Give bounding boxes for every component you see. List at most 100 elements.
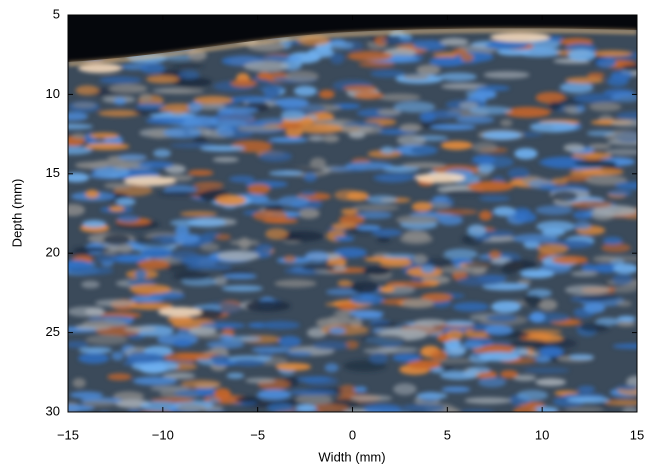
speckle bbox=[265, 228, 289, 240]
speckle bbox=[612, 343, 637, 349]
speckle bbox=[348, 131, 366, 139]
speckle bbox=[324, 41, 354, 50]
speckle bbox=[180, 379, 222, 389]
speckle bbox=[68, 146, 93, 155]
speckle bbox=[440, 140, 473, 150]
speckle bbox=[344, 340, 359, 350]
speckle bbox=[78, 347, 113, 354]
speckle bbox=[278, 335, 302, 348]
speckle bbox=[513, 374, 537, 382]
speckle bbox=[200, 242, 220, 252]
speckle bbox=[438, 326, 468, 333]
speckle bbox=[229, 239, 260, 246]
speckle bbox=[300, 191, 316, 197]
speckle bbox=[251, 199, 282, 205]
speckle bbox=[174, 115, 218, 128]
speckle bbox=[564, 77, 604, 84]
speckle bbox=[413, 421, 431, 430]
speckle bbox=[368, 352, 389, 364]
y-axis-label: Depth (mm) bbox=[9, 179, 24, 248]
speckle bbox=[464, 262, 507, 268]
speckle bbox=[318, 89, 335, 99]
speckle bbox=[283, 255, 297, 263]
speckle bbox=[327, 315, 352, 325]
surface-line bbox=[68, 28, 637, 66]
speckle bbox=[529, 311, 545, 323]
speckle bbox=[282, 415, 326, 422]
speckle bbox=[538, 346, 564, 358]
speckle bbox=[522, 328, 563, 335]
speckle bbox=[352, 204, 400, 212]
speckle bbox=[94, 299, 136, 307]
speckle bbox=[601, 243, 631, 253]
speckle bbox=[267, 402, 294, 412]
speckle bbox=[626, 375, 637, 388]
speckle bbox=[471, 154, 496, 165]
speckle bbox=[68, 123, 94, 130]
speckle bbox=[102, 233, 131, 246]
speckle bbox=[614, 181, 637, 190]
speckle bbox=[307, 425, 333, 431]
speckle bbox=[68, 172, 90, 183]
speckle bbox=[566, 396, 610, 404]
speckle bbox=[459, 409, 495, 412]
speckle bbox=[132, 376, 178, 386]
speckle bbox=[358, 61, 395, 68]
speckle bbox=[295, 404, 317, 412]
speckle bbox=[226, 372, 245, 379]
speckle bbox=[113, 391, 144, 402]
speckle bbox=[229, 175, 255, 183]
speckle bbox=[482, 130, 522, 140]
speckle bbox=[328, 327, 346, 335]
speckle bbox=[72, 378, 86, 388]
speckle bbox=[347, 51, 393, 62]
speckle-layer bbox=[68, 29, 637, 433]
speckle bbox=[548, 101, 562, 111]
speckle bbox=[587, 72, 605, 79]
speckle bbox=[283, 424, 297, 429]
speckle bbox=[467, 224, 487, 237]
speckle bbox=[616, 321, 636, 327]
speckle bbox=[596, 57, 617, 68]
speckle bbox=[68, 340, 89, 349]
speckle bbox=[523, 367, 570, 374]
speckle bbox=[111, 351, 124, 361]
speckle bbox=[443, 248, 478, 260]
speckle bbox=[573, 93, 621, 104]
speckle bbox=[98, 109, 141, 117]
speckle bbox=[293, 85, 318, 97]
speckle bbox=[488, 250, 501, 260]
speckle bbox=[268, 137, 308, 143]
speckle bbox=[307, 422, 331, 433]
speckle bbox=[149, 292, 186, 300]
speckle bbox=[263, 204, 285, 212]
speckle bbox=[380, 38, 426, 44]
speckle bbox=[446, 330, 464, 341]
speckle bbox=[595, 317, 620, 326]
speckle bbox=[581, 168, 624, 176]
speckle bbox=[562, 175, 593, 182]
speckle bbox=[395, 215, 439, 225]
speckle bbox=[362, 403, 402, 412]
speckle bbox=[478, 377, 507, 388]
speckle bbox=[461, 341, 484, 350]
speckle bbox=[284, 70, 319, 83]
speckle bbox=[89, 132, 120, 139]
speckle bbox=[209, 354, 230, 362]
speckle bbox=[491, 300, 521, 313]
speckle bbox=[145, 117, 186, 124]
bright-speckle bbox=[415, 173, 465, 183]
speckle bbox=[206, 410, 226, 412]
speckle bbox=[604, 399, 637, 406]
speckle bbox=[613, 263, 637, 274]
speckle bbox=[258, 151, 292, 162]
bright-speckle bbox=[158, 307, 202, 317]
speckle bbox=[85, 189, 100, 199]
speckle bbox=[69, 391, 104, 399]
speckle bbox=[280, 110, 306, 121]
speckle bbox=[82, 220, 107, 228]
speckle bbox=[115, 197, 136, 206]
speckle bbox=[187, 101, 202, 113]
speckle bbox=[137, 160, 175, 169]
x-tick-label: −5 bbox=[250, 427, 265, 442]
